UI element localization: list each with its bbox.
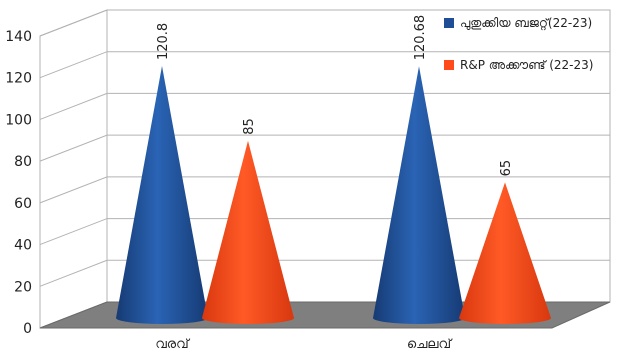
y-tick-label: 100 (5, 112, 32, 128)
y-tick-label: 140 (5, 29, 32, 45)
cone-0-0 (116, 66, 208, 324)
data-label: 120.68 (413, 15, 428, 61)
legend: പുതുക്കിയ ബജറ്റ്(22-23) R&P അക്കൗണ്ട് (22… (444, 16, 593, 72)
legend-swatch (444, 60, 454, 70)
y-tick-label: 0 (23, 321, 32, 337)
gridline (39, 92, 610, 120)
cone-1-1 (459, 182, 551, 324)
y-tick-label: 60 (14, 196, 32, 212)
y-tick-label: 120 (5, 71, 32, 87)
gridline (39, 51, 610, 79)
data-cones (116, 66, 551, 325)
y-axis: 0 20 40 60 80 100 120 140 (5, 29, 32, 337)
data-label: 85 (242, 118, 257, 135)
gridline (39, 176, 610, 204)
y-tick-label: 80 (14, 154, 32, 170)
x-axis: വരവ് ചെലവ് (155, 337, 453, 350)
legend-swatch (444, 18, 454, 28)
data-label: 120.8 (156, 23, 171, 60)
y-tick-label: 40 (14, 238, 32, 254)
data-label: 65 (499, 160, 514, 177)
data-labels: 120.8 85 120.68 65 (156, 15, 514, 177)
legend-label: R&P അക്കൗണ്ട് (22-23) (460, 58, 593, 72)
gridline (39, 134, 610, 162)
cone-0-1 (202, 140, 294, 324)
cone-1-0 (373, 66, 465, 325)
legend-label: പുതുക്കിയ ബജറ്റ്(22-23) (460, 16, 592, 31)
gridline (39, 9, 610, 37)
x-tick-label: ചെലവ് (407, 337, 453, 350)
y-tick-label: 20 (14, 279, 32, 295)
side-wall (39, 9, 108, 329)
x-tick-label: വരവ് (155, 337, 190, 350)
